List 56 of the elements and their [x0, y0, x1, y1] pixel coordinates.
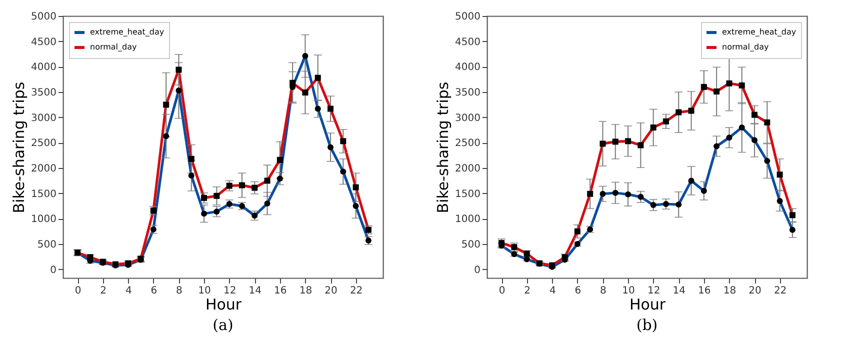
y-tick-label: 1500	[455, 188, 480, 200]
x-tick-label: 10	[198, 286, 211, 296]
y-tick-label: 5000	[31, 12, 56, 22]
y-tick-label: 2000	[455, 164, 480, 175]
x-tick-label: 6	[574, 286, 582, 296]
x-tick-label: 18	[723, 286, 736, 296]
y-tick-label: 3500	[31, 88, 56, 99]
y-tick-label: 4500	[455, 36, 480, 48]
x-tick-label: 4	[125, 286, 132, 296]
x-tick-label: 12	[223, 286, 236, 296]
x-tick-label: 6	[150, 286, 158, 296]
x-tick-label: 20	[324, 286, 338, 296]
legend-label: extreme_heat_day	[90, 28, 164, 36]
y-tick-label: 4000	[455, 62, 480, 74]
x-tick-label: 22	[350, 286, 363, 296]
x-tick-label: 2	[524, 286, 531, 296]
x-tick-label: 8	[600, 286, 606, 296]
text: (a)	[212, 316, 234, 334]
x-tick-label: 16	[698, 286, 711, 296]
legend-label: normal_day	[722, 42, 770, 52]
x-tick-label: 14	[672, 286, 686, 296]
y-tick-label: 3000	[31, 112, 56, 124]
y-tick-label: 3500	[455, 88, 480, 99]
x-tick-label: 0	[498, 286, 506, 296]
x-tick-label: 10	[622, 286, 635, 296]
x-tick-label: 4	[549, 286, 556, 296]
y-tick-label: 0	[474, 264, 480, 276]
y-tick-label: 2500	[31, 138, 56, 150]
y-tick-label: 500	[461, 240, 480, 251]
x-tick-label: 20	[748, 286, 762, 296]
y-tick-label: 4500	[31, 36, 56, 48]
y-tick-label: 2500	[455, 138, 480, 150]
y-tick-label: 500	[37, 240, 56, 251]
x-tick-label: 0	[74, 286, 82, 296]
y-tick-label: 5000	[455, 12, 480, 22]
y-axis-title: Bike-sharing trips	[434, 82, 452, 214]
x-tick-label: 12	[647, 286, 660, 296]
text: (b)	[636, 316, 658, 334]
x-tick-label: 22	[774, 286, 787, 296]
y-tick-label: 2000	[31, 164, 56, 175]
y-tick-label: 4000	[31, 62, 56, 74]
x-tick-label: 8	[176, 286, 182, 296]
x-tick-label: 16	[274, 286, 287, 296]
y-tick-label: 1500	[31, 188, 56, 200]
y-tick-label: 0	[50, 264, 56, 276]
y-tick-label: 1000	[31, 214, 56, 226]
x-axis-title: Hour	[629, 296, 666, 314]
y-axis-title: Bike-sharing trips	[10, 82, 28, 214]
x-axis-title: Hour	[205, 296, 242, 314]
legend-label: normal_day	[90, 42, 138, 52]
x-tick-label: 18	[299, 286, 312, 296]
x-tick-label: 2	[100, 286, 107, 296]
x-tick-label: 14	[248, 286, 262, 296]
y-tick-label: 1000	[455, 214, 480, 226]
y-tick-label: 3000	[455, 112, 480, 124]
legend-label: extreme_heat_day	[722, 28, 796, 36]
